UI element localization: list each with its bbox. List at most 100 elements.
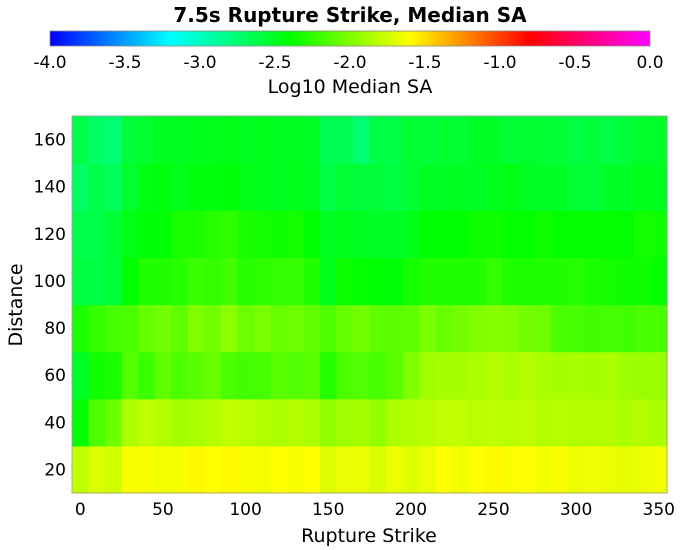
heatmap-cell xyxy=(105,116,123,164)
heatmap-cell xyxy=(352,163,371,211)
heatmap-cell xyxy=(617,445,635,494)
x-tick-label: 200 xyxy=(395,500,427,520)
heatmap-cell xyxy=(237,445,255,494)
heatmap-cell xyxy=(72,210,90,258)
heatmap-cell xyxy=(435,257,453,306)
heatmap-cell xyxy=(286,445,304,494)
heatmap-cell xyxy=(336,257,354,306)
heatmap-cell xyxy=(551,351,569,400)
heatmap-cell xyxy=(567,210,585,258)
heatmap-cell xyxy=(567,398,585,447)
y-tick-label: 40 xyxy=(44,413,66,433)
heatmap-cell xyxy=(138,210,156,258)
heatmap-cell xyxy=(584,445,602,494)
heatmap-cell xyxy=(617,116,635,164)
heatmap-cell xyxy=(617,163,635,211)
heatmap-cell xyxy=(187,210,205,258)
heatmap-cell xyxy=(352,398,371,447)
heatmap-cell xyxy=(171,257,189,306)
heatmap-cell xyxy=(518,351,536,400)
heatmap-cell xyxy=(171,163,189,211)
heatmap-cell xyxy=(584,210,602,258)
heatmap-cell xyxy=(220,210,238,258)
heatmap-cell xyxy=(617,257,635,306)
heatmap-cell xyxy=(386,445,404,494)
heatmap-cell xyxy=(468,351,486,400)
heatmap-cell xyxy=(286,398,304,447)
heatmap-cell xyxy=(600,163,619,211)
heatmap-cell xyxy=(121,116,139,164)
heatmap-cell xyxy=(419,116,437,164)
heatmap-cell xyxy=(319,351,338,400)
heatmap-cell xyxy=(220,304,238,353)
x-axis-ticks: 0 50 100 150 200 250 300 350 xyxy=(75,500,675,520)
heatmap-cell xyxy=(72,116,90,164)
heatmap-cell xyxy=(435,351,453,400)
heatmap-cell xyxy=(237,163,255,211)
heatmap-cell xyxy=(402,116,420,164)
heatmap-cell xyxy=(336,445,354,494)
heatmap-cell xyxy=(204,116,222,164)
heatmap-cell xyxy=(204,398,222,447)
heatmap-cell xyxy=(534,304,552,353)
heatmap-cell xyxy=(319,445,338,494)
heatmap-cell xyxy=(501,257,519,306)
heatmap-cell xyxy=(551,210,569,258)
heatmap-cell xyxy=(72,304,90,353)
heatmap-cell xyxy=(138,116,156,164)
heatmap-cell xyxy=(518,116,536,164)
heatmap-cell xyxy=(402,163,420,211)
heatmap-cell xyxy=(650,445,668,494)
heatmap-cell xyxy=(352,445,371,494)
heatmap-cell xyxy=(419,257,437,306)
heatmap-cell xyxy=(435,304,453,353)
heatmap-cell xyxy=(270,257,288,306)
heatmap-cell xyxy=(600,351,619,400)
heatmap-cell xyxy=(534,257,552,306)
heatmap-cell xyxy=(452,304,470,353)
heatmap-cell xyxy=(567,445,585,494)
heatmap-cell xyxy=(386,163,404,211)
heatmap-cell xyxy=(468,445,486,494)
heatmap-cell xyxy=(386,116,404,164)
heatmap-cell xyxy=(468,398,486,447)
heatmap-cell xyxy=(253,116,271,164)
heatmap-cell xyxy=(88,351,106,400)
heatmap-cell xyxy=(154,445,172,494)
heatmap-cell xyxy=(171,398,189,447)
y-tick-label: 160 xyxy=(34,131,66,151)
heatmap-cell xyxy=(567,163,585,211)
heatmap-cell xyxy=(138,445,156,494)
heatmap-cell xyxy=(435,445,453,494)
y-tick-label: 140 xyxy=(34,178,66,198)
heatmap-cell xyxy=(551,116,569,164)
heatmap-cell xyxy=(369,163,387,211)
heatmap-cell xyxy=(121,257,139,306)
heatmap-cell xyxy=(534,116,552,164)
heatmap-cell xyxy=(551,257,569,306)
heatmap-cell xyxy=(154,210,172,258)
heatmap-cell xyxy=(72,257,90,306)
heatmap-cell xyxy=(336,304,354,353)
heatmap-cell xyxy=(187,398,205,447)
heatmap-cell xyxy=(220,257,238,306)
heatmap-cell xyxy=(369,257,387,306)
heatmap-cell xyxy=(584,163,602,211)
heatmap-cell xyxy=(352,304,371,353)
heatmap-cell xyxy=(352,210,371,258)
heatmap-cell xyxy=(650,116,668,164)
heatmap-cell xyxy=(253,304,271,353)
heatmap-cell xyxy=(452,351,470,400)
heatmap-cell xyxy=(336,398,354,447)
heatmap-cell xyxy=(220,163,238,211)
heatmap-cell xyxy=(419,398,437,447)
heatmap-cell xyxy=(352,351,371,400)
heatmap-cell xyxy=(286,116,304,164)
y-tick-label: 80 xyxy=(44,319,66,339)
heatmap-cell xyxy=(485,445,503,494)
heatmap-cell xyxy=(286,351,304,400)
heatmap-cell xyxy=(534,210,552,258)
heatmap-cell xyxy=(452,257,470,306)
heatmap-cell xyxy=(435,163,453,211)
y-tick-label: 60 xyxy=(44,366,66,386)
